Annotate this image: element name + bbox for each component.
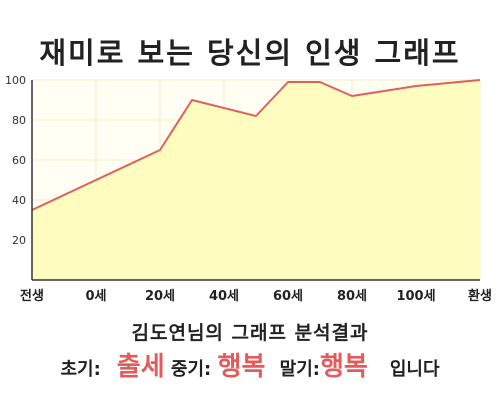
late-value: 행복 (319, 352, 368, 382)
x-tick-label: 60세 (273, 289, 303, 304)
y-tick-labels: 20 40 60 80 100 (5, 74, 26, 247)
y-tick-label: 100 (5, 74, 26, 87)
life-area (32, 80, 480, 280)
x-tick-label: 0세 (85, 289, 106, 304)
x-tick-label: 20세 (145, 289, 175, 304)
early-label: 초기: (60, 359, 101, 380)
y-tick-label: 40 (12, 194, 26, 207)
page-title: 재미로 보는 당신의 인생 그래프 (39, 36, 461, 70)
y-tick-label: 60 (12, 154, 26, 167)
result-suffix: 입니다 (389, 359, 440, 380)
analysis-result: 초기: 출세 중기: 행복 말기:행복 입니다 (0, 346, 500, 383)
early-value: 출세 (116, 352, 165, 382)
axes (31, 80, 480, 281)
x-tick-label: 전생 (20, 288, 44, 304)
middle-value: 행복 (217, 352, 266, 382)
analysis-summary: 김도연님의 그래프 분석결과 (131, 322, 369, 344)
x-tick-label: 100세 (396, 289, 435, 304)
x-tick-labels: 전생 0세 20세 40세 60세 80세 100세 환생 (20, 288, 492, 304)
middle-label: 중기: (170, 359, 212, 380)
life-line (31, 79, 481, 211)
late-label: 말기: (279, 359, 320, 380)
y-tick-label: 20 (12, 234, 26, 247)
x-tick-label: 환생 (468, 288, 492, 304)
y-tick-label: 80 (12, 114, 26, 127)
x-tick-label: 80세 (337, 289, 367, 304)
x-tick-label: 40세 (209, 289, 239, 304)
